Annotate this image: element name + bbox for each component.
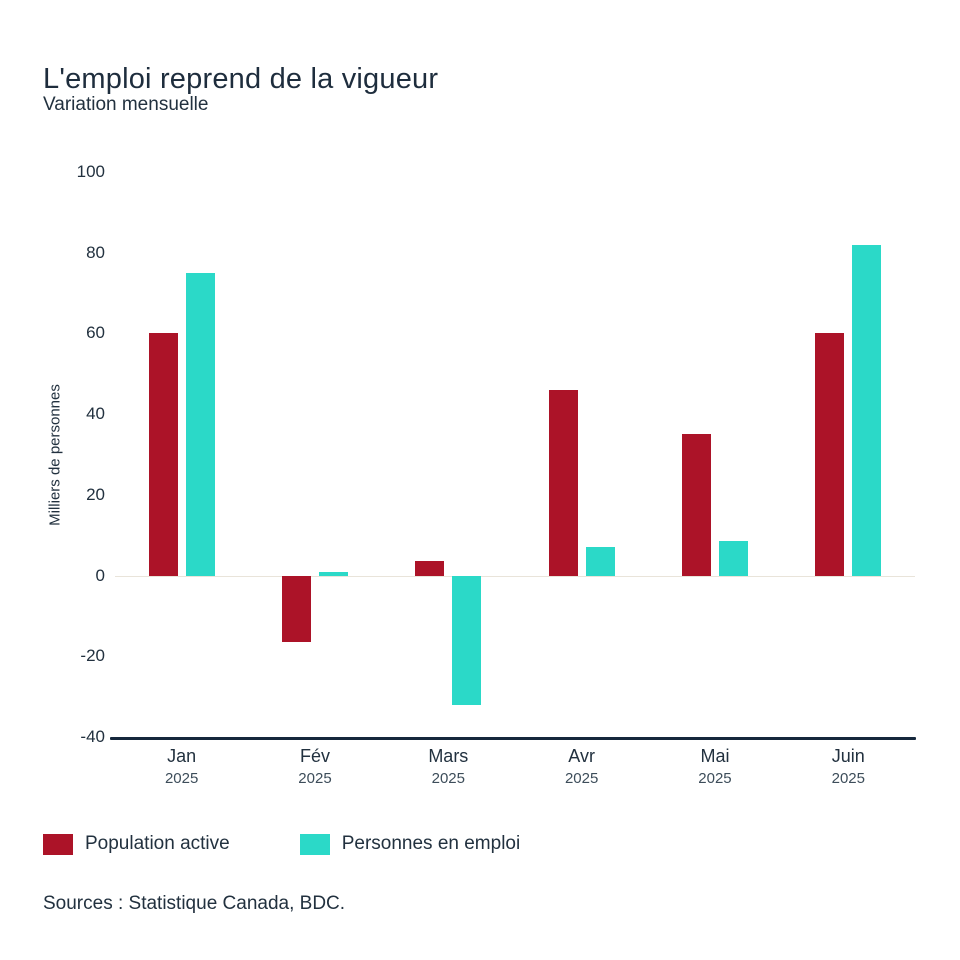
bar-personnes-en-emploi-avr: [585, 547, 615, 576]
sources-text: Sources : Statistique Canada, BDC.: [43, 893, 346, 914]
chart-title: L'emploi reprend de la vigueur: [43, 63, 439, 96]
x-label-fév: Fév 2025: [248, 746, 381, 787]
bar-population-active-juin: [815, 333, 845, 576]
bar-population-active-fév: [282, 575, 311, 643]
x-month-label: Avr: [568, 746, 595, 766]
x-axis-labels: Jan 2025 Fév 2025 Mars 2025 Avr 2025 Mai 2025 Juin…: [115, 746, 915, 787]
bar-personnes-en-emploi-mars: [452, 575, 482, 705]
bar-population-active-jan: [148, 333, 178, 576]
legend-label: Population active: [85, 833, 230, 854]
x-label-juin: Juin 2025: [782, 746, 915, 787]
x-year-label: 2025: [164, 770, 199, 787]
y-axis-tick-labels: 100 80 60 40 20 0 -20 -40: [30, 162, 105, 746]
x-axis-line: [110, 737, 916, 740]
x-label-mars: Mars 2025: [382, 746, 515, 787]
x-month-label: Mars: [428, 746, 469, 766]
y-tick-label: 0: [95, 565, 105, 585]
x-month-label: Jan: [167, 746, 197, 766]
y-tick-label: 100: [76, 162, 105, 181]
x-year-label: 2025: [831, 770, 865, 787]
x-month-label: Fév: [299, 746, 330, 766]
x-year-label: 2025: [564, 770, 599, 787]
x-label-jan: Jan 2025: [115, 746, 248, 787]
legend-label: Personnes en emploi: [341, 833, 521, 854]
bar-personnes-en-emploi-mai: [719, 541, 748, 576]
x-year-label: 2025: [298, 770, 332, 787]
bar-personnes-en-emploi-fév: [319, 571, 348, 576]
chart-subtitle: Variation mensuelle: [43, 94, 209, 115]
y-tick-label: 80: [86, 242, 105, 262]
bar-population-active-mars: [415, 561, 445, 576]
legend-item-personnes-en-emploi: Personnes en emploi: [299, 833, 521, 855]
y-tick-label: -40: [80, 727, 105, 746]
legend-swatch: [299, 833, 330, 855]
x-label-mai: Mai 2025: [648, 746, 781, 787]
bar-population-active-avr: [548, 389, 578, 576]
legend-swatch: [43, 833, 73, 855]
y-tick-label: -20: [80, 646, 105, 666]
legend: Population active Personnes en emploi: [43, 833, 520, 855]
zero-gridline: [115, 575, 915, 577]
x-label-avr: Avr 2025: [515, 746, 648, 787]
bar-population-active-mai: [682, 434, 711, 576]
y-tick-label: 20: [86, 484, 105, 504]
x-year-label: 2025: [431, 770, 465, 787]
bar-personnes-en-emploi-jan: [185, 272, 215, 576]
x-month-label: Juin: [831, 746, 865, 766]
x-year-label: 2025: [698, 770, 732, 787]
legend-item-population-active: Population active: [43, 833, 230, 855]
plot-area: [115, 172, 915, 737]
bar-personnes-en-emploi-juin: [852, 244, 882, 576]
y-tick-label: 40: [86, 404, 105, 424]
x-month-label: Mai: [700, 746, 730, 766]
y-tick-label: 60: [86, 323, 105, 343]
